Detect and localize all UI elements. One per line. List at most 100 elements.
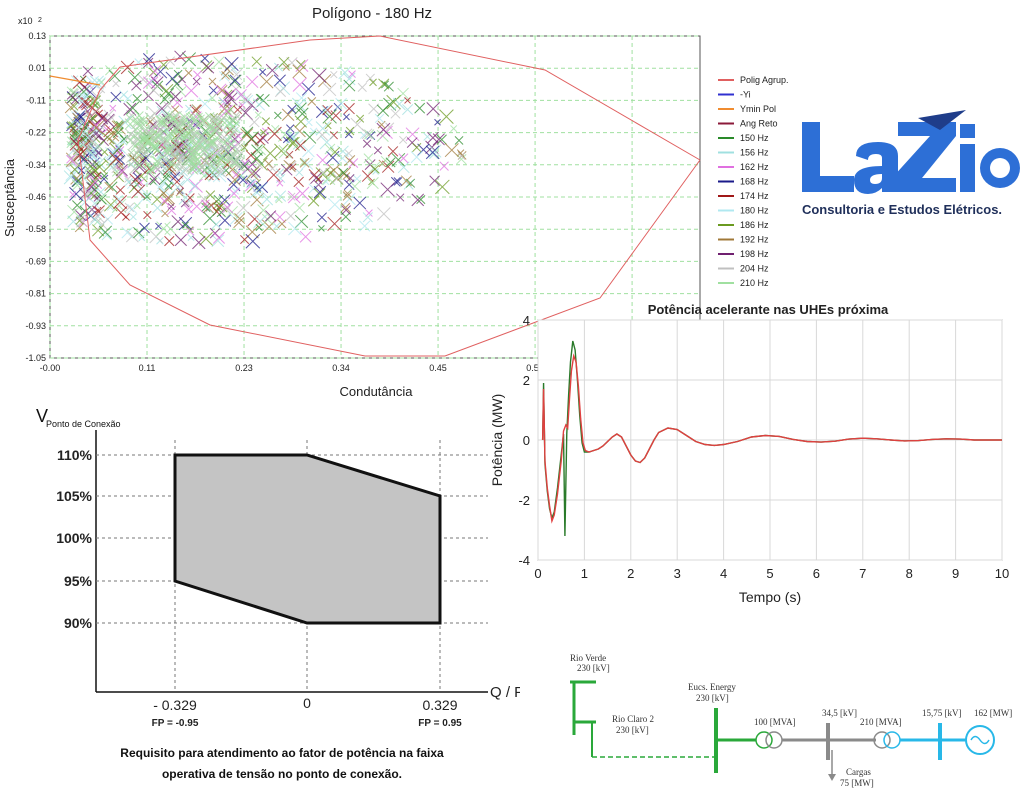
scatter-point [327, 216, 342, 232]
scatter-point [231, 187, 239, 195]
scatter-point [100, 130, 115, 145]
scatter-point [307, 195, 320, 207]
fp-left-label: FP = -0.95 [152, 718, 199, 729]
scatter-point [259, 68, 267, 76]
scatter-point [357, 82, 367, 92]
scatter-point [380, 155, 391, 166]
scatter-point [84, 161, 96, 173]
scatter-point [170, 179, 186, 195]
generator-icon [965, 725, 995, 755]
scatter-point [293, 176, 304, 188]
scatter-point [328, 197, 342, 212]
scatter-point [252, 98, 266, 111]
scatter-point [71, 175, 83, 188]
scatter-point [343, 102, 355, 115]
line-x-axis-label: Tempo (s) [739, 589, 801, 605]
scatter-point [276, 179, 284, 187]
scatter-point [223, 106, 232, 115]
scatter-point [148, 140, 161, 153]
pq-chart-svg: V Ponto de Conexão 110% 105% 100% 95% 90… [36, 406, 553, 781]
scatter-point [147, 165, 156, 174]
legend-label: 168 Hz [740, 177, 769, 187]
scatter-point [267, 126, 282, 142]
scatter-point [143, 192, 151, 201]
scatter-point [416, 194, 426, 205]
scatter-point [370, 164, 380, 174]
scatter-xtick: 0.34 [332, 363, 350, 373]
scatter-point [280, 163, 293, 176]
scatter-point [428, 149, 439, 160]
scatter-point [294, 202, 305, 214]
scatter-point [72, 75, 87, 89]
scatter-point [69, 87, 78, 97]
scatter-point [175, 154, 187, 166]
legend-label: 162 Hz [740, 162, 769, 172]
scatter-point [185, 226, 195, 236]
scatter-point [397, 161, 410, 174]
scatter-point [241, 159, 250, 168]
scatter-point [181, 130, 193, 142]
scatter-point [429, 175, 440, 187]
scatter-point [356, 114, 365, 123]
scatter-point [234, 213, 246, 225]
scatter-point [103, 122, 118, 138]
scatter-point [158, 188, 169, 199]
polygon-chart-title: Polígono - 180 Hz [312, 5, 432, 22]
scatter-point [101, 229, 112, 241]
scatter-point [175, 188, 184, 197]
scatter-point [174, 145, 183, 154]
line-xtick: 5 [766, 566, 773, 581]
scatter-point [278, 56, 290, 68]
rio-verde-kv: 230 [kV] [577, 663, 610, 673]
voltage-axis-letter: V [36, 406, 48, 426]
scatter-point [213, 56, 225, 68]
scatter-point [321, 105, 330, 114]
scatter-point [380, 182, 395, 197]
pq-ytick-95: 95% [64, 573, 93, 589]
scatter-point [174, 233, 187, 247]
scatter-xtick: -0.00 [40, 363, 61, 373]
scatter-point [218, 102, 232, 116]
scatter-point [315, 121, 331, 136]
line-ytick: 2 [523, 373, 530, 388]
legend-label: 186 Hz [740, 220, 769, 230]
scatter-point [197, 143, 210, 156]
scatter-point [362, 212, 373, 223]
scatter-point [245, 150, 257, 161]
scatter-point [72, 200, 83, 211]
scatter-point [108, 69, 121, 83]
scatter-point [133, 150, 144, 160]
scatter-point [322, 104, 333, 116]
scatter-point [176, 187, 184, 195]
scatter-point [214, 199, 228, 213]
scatter-point [272, 222, 281, 230]
scatter-point [129, 173, 143, 187]
scatter-point [292, 64, 307, 79]
scatter-point [207, 93, 217, 103]
transformer-1-icon [755, 731, 783, 749]
scatter-point [260, 193, 274, 206]
scatter-point [202, 159, 210, 167]
scatter-point [219, 104, 233, 118]
scatter-point [166, 205, 177, 216]
scatter-point [312, 68, 327, 83]
scatter-point [64, 101, 77, 114]
company-logo: Consultoria e Estudos Elétricos. [780, 108, 1024, 226]
scatter-point [432, 133, 445, 146]
legend-label: -Yi [740, 90, 751, 100]
pq-ytick-100: 100% [56, 530, 92, 546]
generator-rating: 162 [MW] [974, 708, 1012, 718]
q-pmax-axis-label: Q / Pmax [490, 684, 520, 701]
scatter-point [240, 143, 249, 152]
scatter-point [228, 187, 241, 200]
scatter-point [196, 129, 205, 138]
scatter-point [233, 161, 244, 172]
scatter-point [231, 170, 241, 179]
scatter-point [212, 168, 227, 183]
scatter-ytick: -0.46 [25, 192, 46, 202]
scatter-point [116, 166, 129, 178]
scatter-point [137, 147, 150, 160]
scatter-point [233, 216, 245, 229]
scatter-point [275, 195, 283, 204]
scatter-point [299, 158, 307, 167]
